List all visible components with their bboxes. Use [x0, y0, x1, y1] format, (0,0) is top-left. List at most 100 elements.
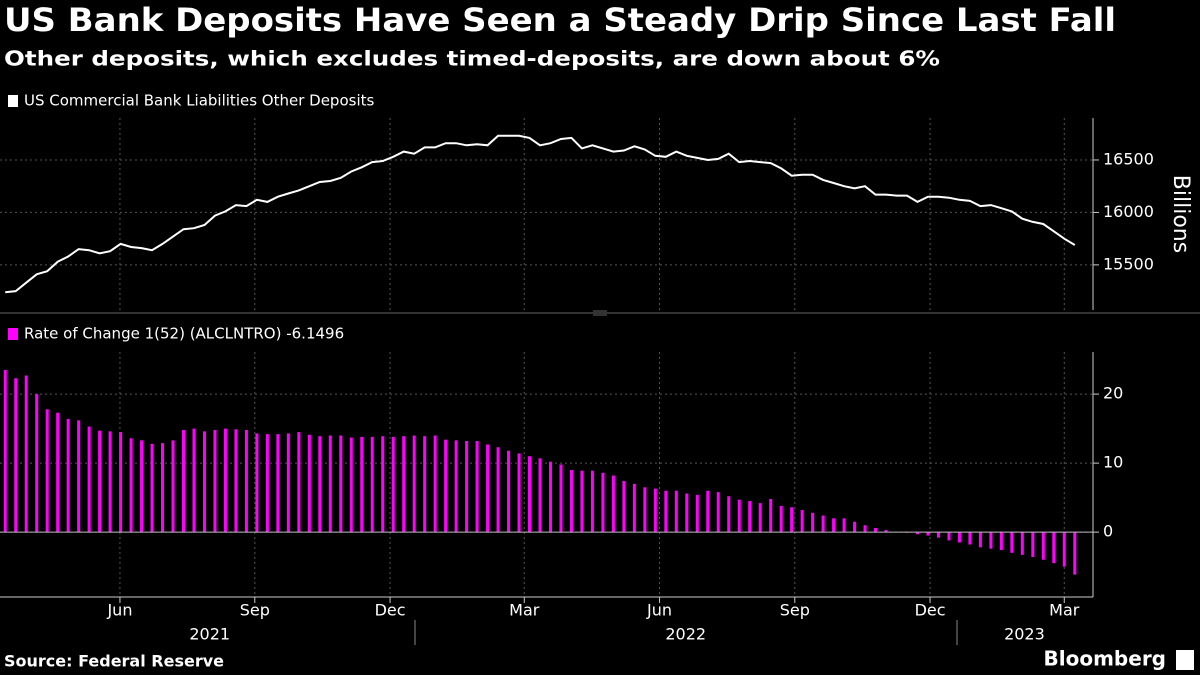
bar: [349, 437, 353, 533]
bar: [706, 490, 710, 533]
brand-icon: [1176, 650, 1194, 670]
bar: [643, 487, 647, 533]
bar: [45, 409, 49, 533]
bar: [381, 436, 385, 533]
bar: [758, 503, 762, 533]
bar: [947, 532, 951, 541]
chart-title: US Bank Deposits Have Seen a Steady Drip…: [4, 1, 1116, 39]
bar: [507, 450, 511, 533]
bar: [978, 532, 982, 548]
bar: [559, 464, 563, 533]
line: [5, 134, 1076, 294]
bar: [580, 470, 584, 533]
y-axis-label: Billions: [1168, 175, 1193, 253]
year-label: 2022: [665, 625, 706, 644]
y-tick-label: 16500: [1103, 149, 1154, 168]
x-tick-label: Sep: [240, 601, 270, 620]
bar: [821, 515, 825, 533]
bar: [989, 532, 993, 549]
bar: [150, 443, 154, 533]
bar: [748, 501, 752, 533]
bar: [202, 431, 206, 533]
bar: [276, 434, 280, 533]
bar: [3, 369, 7, 533]
bar: [370, 436, 374, 533]
bar: [391, 436, 395, 533]
bar: [140, 440, 144, 533]
bar: [35, 394, 39, 533]
bar: [161, 443, 165, 533]
bar: [234, 429, 238, 533]
bar: [108, 431, 112, 533]
bar: [1020, 532, 1024, 555]
legend-swatch: [8, 95, 18, 107]
y-tick-label: 16000: [1103, 202, 1154, 221]
bar: [695, 494, 699, 533]
bar: [915, 532, 919, 535]
bar: [936, 532, 940, 538]
bar: [339, 435, 343, 533]
bar: [307, 434, 311, 533]
bar: [769, 499, 773, 533]
bar: [223, 428, 227, 533]
bar: [423, 436, 427, 533]
bar: [832, 518, 836, 533]
bar: [674, 490, 678, 533]
bar: [433, 435, 437, 533]
bar: [24, 375, 28, 533]
bar: [286, 433, 290, 533]
chart-subtitle: Other deposits, which excludes timed-dep…: [4, 47, 940, 71]
bar: [569, 470, 573, 533]
legend-label: Rate of Change 1(52) (ALCLNTRO) -6.1496: [24, 325, 344, 343]
brand: Bloomberg: [1044, 647, 1166, 671]
x-tick-label: Jun: [646, 601, 672, 620]
source: Source: Federal Reserve: [4, 652, 224, 671]
x-tick-label: Mar: [509, 601, 540, 620]
bar: [884, 530, 888, 533]
bar: [548, 461, 552, 533]
bar: [213, 429, 217, 533]
bar: [454, 440, 458, 533]
bar: [968, 532, 972, 545]
bar: [957, 532, 961, 543]
bar: [318, 436, 322, 533]
bar: [611, 475, 615, 533]
bar: [66, 418, 70, 533]
legend-swatch: [8, 328, 18, 340]
year-label: 2021: [189, 625, 230, 644]
bar: [1031, 532, 1035, 557]
y-tick-label: 20: [1103, 384, 1123, 403]
bar: [999, 532, 1003, 551]
bar: [412, 435, 416, 533]
bar: [297, 432, 301, 533]
x-tick-label: Sep: [780, 601, 810, 620]
bar: [664, 490, 668, 533]
bar: [926, 532, 930, 536]
bar: [265, 434, 269, 533]
x-tick-label: Jun: [106, 601, 132, 620]
bar: [538, 458, 542, 533]
bar: [129, 438, 133, 533]
bar: [360, 436, 364, 533]
bar: [181, 429, 185, 533]
y-tick-label: 0: [1103, 522, 1113, 541]
bar: [496, 447, 500, 533]
bar: [244, 429, 248, 533]
bar: [444, 439, 448, 533]
bar: [842, 518, 846, 533]
bar: [685, 493, 689, 533]
bar: [1052, 532, 1056, 564]
bar: [1073, 532, 1077, 575]
bar: [727, 496, 731, 533]
x-tick-label: Mar: [1049, 601, 1080, 620]
bar: [737, 499, 741, 533]
bar: [486, 444, 490, 533]
bar: [475, 441, 479, 533]
y-tick-label: 15500: [1103, 254, 1154, 273]
bar: [119, 432, 123, 533]
bar: [1010, 532, 1014, 553]
bar: [632, 483, 636, 533]
bar: [1041, 532, 1045, 560]
bar: [653, 488, 657, 533]
